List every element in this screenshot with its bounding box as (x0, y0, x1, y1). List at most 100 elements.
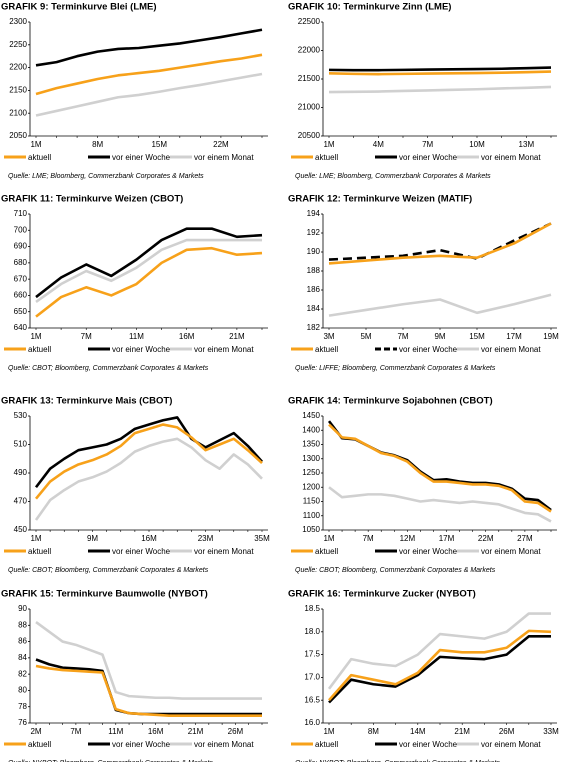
y-tick-label: 90 (18, 604, 27, 613)
chart-title: GRAFIK 14: Terminkurve Sojabohnen (CBOT) (288, 396, 493, 407)
legend-label: vor einem Monat (481, 547, 541, 556)
series-line (34, 416, 263, 489)
y-tick-label: 1350 (302, 440, 320, 449)
x-tick-label: 2M (30, 727, 41, 736)
chart-source: Quelle: CBOT; Bloomberg, Commerzbank Cor… (8, 365, 209, 372)
series-line (328, 293, 552, 317)
series-line (35, 620, 262, 700)
series-line (35, 238, 262, 304)
legend-label: vor einem Monat (481, 345, 541, 354)
x-tick-label: 8M (92, 140, 103, 149)
legend-label: vor einer Woche (399, 547, 458, 556)
x-tick-label: 22M (478, 534, 494, 543)
chart-title: GRAFIK 10: Terminkurve Zinn (LME) (288, 2, 451, 13)
legend-label: aktuell (315, 345, 338, 354)
legend-label: vor einem Monat (481, 740, 541, 749)
y-tick-label: 20500 (298, 131, 321, 140)
chart-source: Quelle: NYBOT; Bloomberg, Commerzbank Co… (8, 760, 213, 762)
x-tick-label: 35M (254, 534, 270, 543)
y-tick-label: 18.0 (304, 627, 320, 636)
y-tick-label: 88 (18, 620, 27, 629)
legend-label: aktuell (315, 153, 338, 162)
x-tick-label: 11M (108, 727, 123, 736)
legend-label: vor einer Woche (112, 547, 171, 556)
series-line (328, 222, 552, 261)
chart-panel: GRAFIK 9: Terminkurve Blei (LME) 2050 2100… (1, 2, 268, 180)
y-tick-label: 184 (307, 304, 321, 313)
y-tick-label: 21000 (298, 103, 321, 112)
y-tick-label: 660 (14, 291, 28, 300)
y-tick-label: 22500 (298, 17, 321, 26)
x-tick-label: 26M (228, 727, 244, 736)
chart-source: Quelle: LIFFE; Bloomberg, Commerzbank Co… (295, 365, 496, 372)
series-line (328, 85, 552, 94)
y-tick-label: 530 (14, 411, 28, 420)
x-tick-label: 21M (229, 332, 245, 341)
y-tick-label: 1300 (302, 454, 320, 463)
y-tick-label: 450 (14, 525, 28, 534)
x-tick-label: 16M (141, 534, 157, 543)
legend-label: vor einer Woche (399, 345, 458, 354)
y-tick-label: 690 (14, 242, 28, 251)
legend-label: aktuell (28, 345, 51, 354)
x-tick-label: 4M (373, 140, 384, 149)
series-line (328, 629, 552, 702)
chart-title: GRAFIK 13: Terminkurve Mais (CBOT) (1, 396, 172, 407)
x-tick-label: 12M (400, 534, 416, 543)
series-line (328, 222, 552, 265)
x-tick-label: 14M (410, 727, 426, 736)
x-tick-label: 8M (368, 727, 379, 736)
chart-title: GRAFIK 16: Terminkurve Zucker (NYBOT) (288, 589, 476, 600)
legend-label: vor einem Monat (481, 153, 541, 162)
series-line (35, 72, 263, 117)
legend-label: vor einer Woche (112, 345, 171, 354)
x-tick-label: 16M (148, 727, 164, 736)
x-tick-label: 1M (323, 140, 334, 149)
y-tick-label: 1250 (302, 468, 320, 477)
y-tick-label: 80 (18, 686, 27, 695)
chart-panel: GRAFIK 15: Terminkurve Baumwolle (NYBOT)… (1, 589, 268, 762)
series-line (35, 28, 263, 67)
x-tick-label: 11M (129, 332, 144, 341)
x-tick-label: 7M (422, 140, 433, 149)
x-tick-label: 22M (213, 140, 229, 149)
y-tick-label: 680 (14, 258, 28, 267)
y-tick-label: 82 (18, 669, 27, 678)
x-tick-label: 27M (517, 534, 533, 543)
x-tick-label: 1M (30, 140, 41, 149)
chart-title: GRAFIK 15: Terminkurve Baumwolle (NYBOT) (1, 589, 208, 600)
y-tick-label: 2300 (9, 17, 27, 26)
y-tick-label: 186 (307, 285, 321, 294)
series-line (327, 612, 551, 690)
x-tick-label: 7M (70, 727, 81, 736)
y-tick-label: 182 (307, 323, 321, 332)
x-tick-label: 1M (323, 727, 334, 736)
x-tick-label: 3M (323, 332, 334, 341)
x-tick-label: 9M (434, 332, 445, 341)
x-tick-label: 17M (439, 534, 455, 543)
legend-label: aktuell (28, 547, 51, 556)
y-tick-label: 1050 (302, 525, 320, 534)
series-line (34, 423, 263, 500)
legend-label: vor einem Monat (194, 547, 254, 556)
chart-panel: GRAFIK 16: Terminkurve Zucker (NYBOT) 16.… (288, 589, 559, 762)
y-tick-label: 1100 (303, 511, 321, 520)
y-tick-label: 1400 (302, 425, 320, 434)
legend-label: vor einer Woche (399, 153, 458, 162)
x-tick-label: 15M (151, 140, 167, 149)
chart-source: Quelle: LME; Bloomberg, Commerzbank Corp… (295, 173, 491, 180)
y-tick-label: 78 (18, 702, 27, 711)
y-tick-label: 2250 (9, 40, 27, 49)
y-tick-label: 188 (307, 266, 321, 275)
legend-label: aktuell (315, 547, 338, 556)
series-line (35, 664, 262, 717)
x-tick-label: 21M (454, 727, 470, 736)
x-tick-label: 1M (30, 332, 41, 341)
series-line (34, 437, 263, 521)
chart-panel: GRAFIK 12: Terminkurve Weizen (MATIF) 182… (288, 194, 559, 372)
series-line (328, 66, 552, 72)
legend-label: vor einer Woche (112, 153, 171, 162)
x-tick-label: 5M (360, 332, 371, 341)
y-tick-label: 510 (14, 440, 28, 449)
